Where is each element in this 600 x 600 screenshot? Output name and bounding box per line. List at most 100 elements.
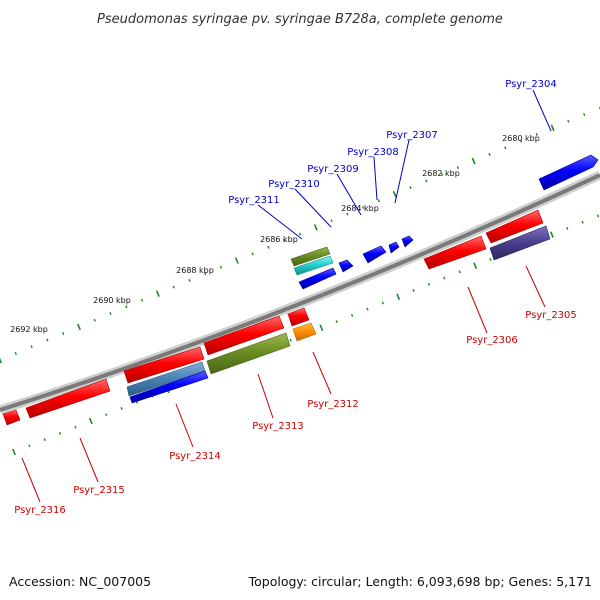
outer-ruler-minor-tick <box>298 232 302 236</box>
kbp-label-2692: 2692 kbp <box>10 325 48 334</box>
gene-psyr-2309[interactable] <box>362 245 387 264</box>
inner-ruler-major-tick <box>12 448 16 456</box>
inner-ruler-minor-tick <box>412 289 415 292</box>
outer-ruler-minor-tick <box>46 338 49 342</box>
outer-ruler-minor-tick <box>488 152 491 156</box>
outer-ruler-minor-tick <box>283 239 286 243</box>
outer-ruler-major-tick <box>313 224 318 231</box>
outer-ruler-minor-tick <box>519 139 523 143</box>
kbp-label-2682: 2682 kbp <box>422 169 460 178</box>
label-psyr-2304: Psyr_2304 <box>505 79 557 90</box>
figure-title: Pseudomonas syringae pv. syringae B728a,… <box>97 12 503 27</box>
kbp-label-2690: 2690 kbp <box>93 296 131 305</box>
gene-psyr-2304[interactable] <box>538 154 599 191</box>
outer-ruler-minor-tick <box>425 179 428 183</box>
inner-ruler-minor-tick <box>74 425 77 429</box>
inner-ruler-major-tick <box>88 417 93 425</box>
gene-psyr-2311[interactable] <box>290 246 334 276</box>
outer-ruler-minor-tick <box>377 199 381 203</box>
outer-ruler-major-tick <box>471 157 476 165</box>
gene-psyr-2314[interactable] <box>123 346 209 404</box>
outer-ruler-major-tick <box>0 357 2 364</box>
label-psyr-2305: Psyr_2305 <box>525 310 577 321</box>
label-psyr-2309: Psyr_2309 <box>307 164 359 175</box>
kbp-label-2688: 2688 kbp <box>176 266 214 275</box>
label-psyr-2310: Psyr_2310 <box>268 179 320 190</box>
outer-ruler-minor-tick <box>14 351 17 355</box>
gene-psyr-2307[interactable] <box>401 235 414 248</box>
gene-psyr-2316[interactable] <box>2 409 21 426</box>
label-psyr-2315: Psyr_2315 <box>73 485 125 496</box>
inner-ruler-minor-tick <box>427 282 431 286</box>
label-psyr-2316: Psyr_2316 <box>14 505 66 516</box>
kbp-label-2680: 2680 kbp <box>502 134 540 143</box>
inner-ruler-minor-tick <box>489 258 492 261</box>
inner-ruler-major-tick <box>473 262 478 269</box>
outer-ruler-minor-tick <box>409 186 412 190</box>
outer-ruler-minor-tick <box>30 345 33 349</box>
outer-ruler-minor-tick <box>140 298 144 302</box>
outer-ruler-minor-tick <box>62 332 65 335</box>
outer-ruler-minor-tick <box>440 172 444 176</box>
inner-ruler-minor-tick <box>443 276 446 280</box>
outer-ruler-minor-tick <box>346 212 349 216</box>
outer-ruler-minor-tick <box>583 113 586 117</box>
inner-ruler-minor-tick <box>28 444 31 448</box>
inner-ruler-major-tick <box>549 231 554 238</box>
inner-ruler-minor-tick <box>596 214 600 218</box>
ruler-ticks <box>0 106 600 456</box>
gene-labels: Psyr_2304 Psyr_2307 Psyr_2308 Psyr_2309 … <box>14 79 577 516</box>
outer-ruler-major-tick <box>392 190 397 198</box>
outer-ruler-minor-tick <box>567 119 570 123</box>
inner-ruler-minor-tick <box>43 438 46 442</box>
label-psyr-2311: Psyr_2311 <box>228 195 280 206</box>
gene-psyr-2315[interactable] <box>25 378 111 419</box>
gene-psyr-2306[interactable] <box>423 209 544 270</box>
inner-ruler-minor-tick <box>289 338 292 342</box>
outer-ruler-minor-tick <box>172 285 175 289</box>
forward-genes <box>290 154 599 290</box>
outer-ruler-minor-tick <box>125 305 128 309</box>
outer-ruler-minor-tick <box>456 166 460 170</box>
outer-ruler-minor-tick <box>362 206 365 209</box>
outer-ruler-minor-tick <box>330 219 333 223</box>
gene-psyr-2305[interactable] <box>489 225 551 261</box>
label-psyr-2312: Psyr_2312 <box>307 399 359 410</box>
gene-psyr-2310[interactable] <box>298 259 354 290</box>
reverse-genes <box>2 209 551 426</box>
inner-ruler-minor-tick <box>105 413 108 417</box>
genome-summary-text: Topology: circular; Length: 6,093,698 bp… <box>248 574 592 589</box>
outer-ruler-major-tick <box>155 290 160 297</box>
outer-ruler-minor-tick <box>535 133 538 136</box>
genome-backbone <box>0 170 600 415</box>
inner-ruler-minor-tick <box>58 431 62 435</box>
outer-ruler-minor-tick <box>204 272 207 276</box>
inner-ruler-minor-tick <box>335 320 338 324</box>
inner-ruler-minor-tick <box>350 313 354 317</box>
outer-ruler-minor-tick <box>504 146 507 150</box>
outer-ruler-minor-tick <box>251 252 254 256</box>
outer-ruler-minor-tick <box>188 278 191 282</box>
inner-ruler-major-tick <box>319 324 324 332</box>
outer-ruler-major-tick <box>76 323 81 331</box>
outer-ruler-minor-tick <box>93 318 96 322</box>
inner-ruler-minor-tick <box>366 307 369 311</box>
label-psyr-2308: Psyr_2308 <box>347 147 399 158</box>
inner-ruler-minor-tick <box>458 270 461 274</box>
gene-psyr-2308[interactable] <box>388 241 400 254</box>
outer-ruler-major-tick <box>550 124 555 132</box>
gene-psyr-2312[interactable] <box>287 307 317 342</box>
inner-ruler-major-tick <box>396 293 401 301</box>
kbp-label-2686: 2686 kbp <box>260 235 298 244</box>
label-psyr-2314: Psyr_2314 <box>169 451 221 462</box>
label-psyr-2306: Psyr_2306 <box>466 335 518 346</box>
inner-ruler-minor-tick <box>581 220 584 224</box>
gene-psyr-2313[interactable] <box>203 315 291 375</box>
inner-ruler-minor-tick <box>120 407 123 410</box>
label-leaders <box>21 89 552 503</box>
accession-text: Accession: NC_007005 <box>9 574 152 589</box>
inner-ruler-minor-tick <box>566 226 569 230</box>
outer-ruler-minor-tick <box>267 245 270 249</box>
